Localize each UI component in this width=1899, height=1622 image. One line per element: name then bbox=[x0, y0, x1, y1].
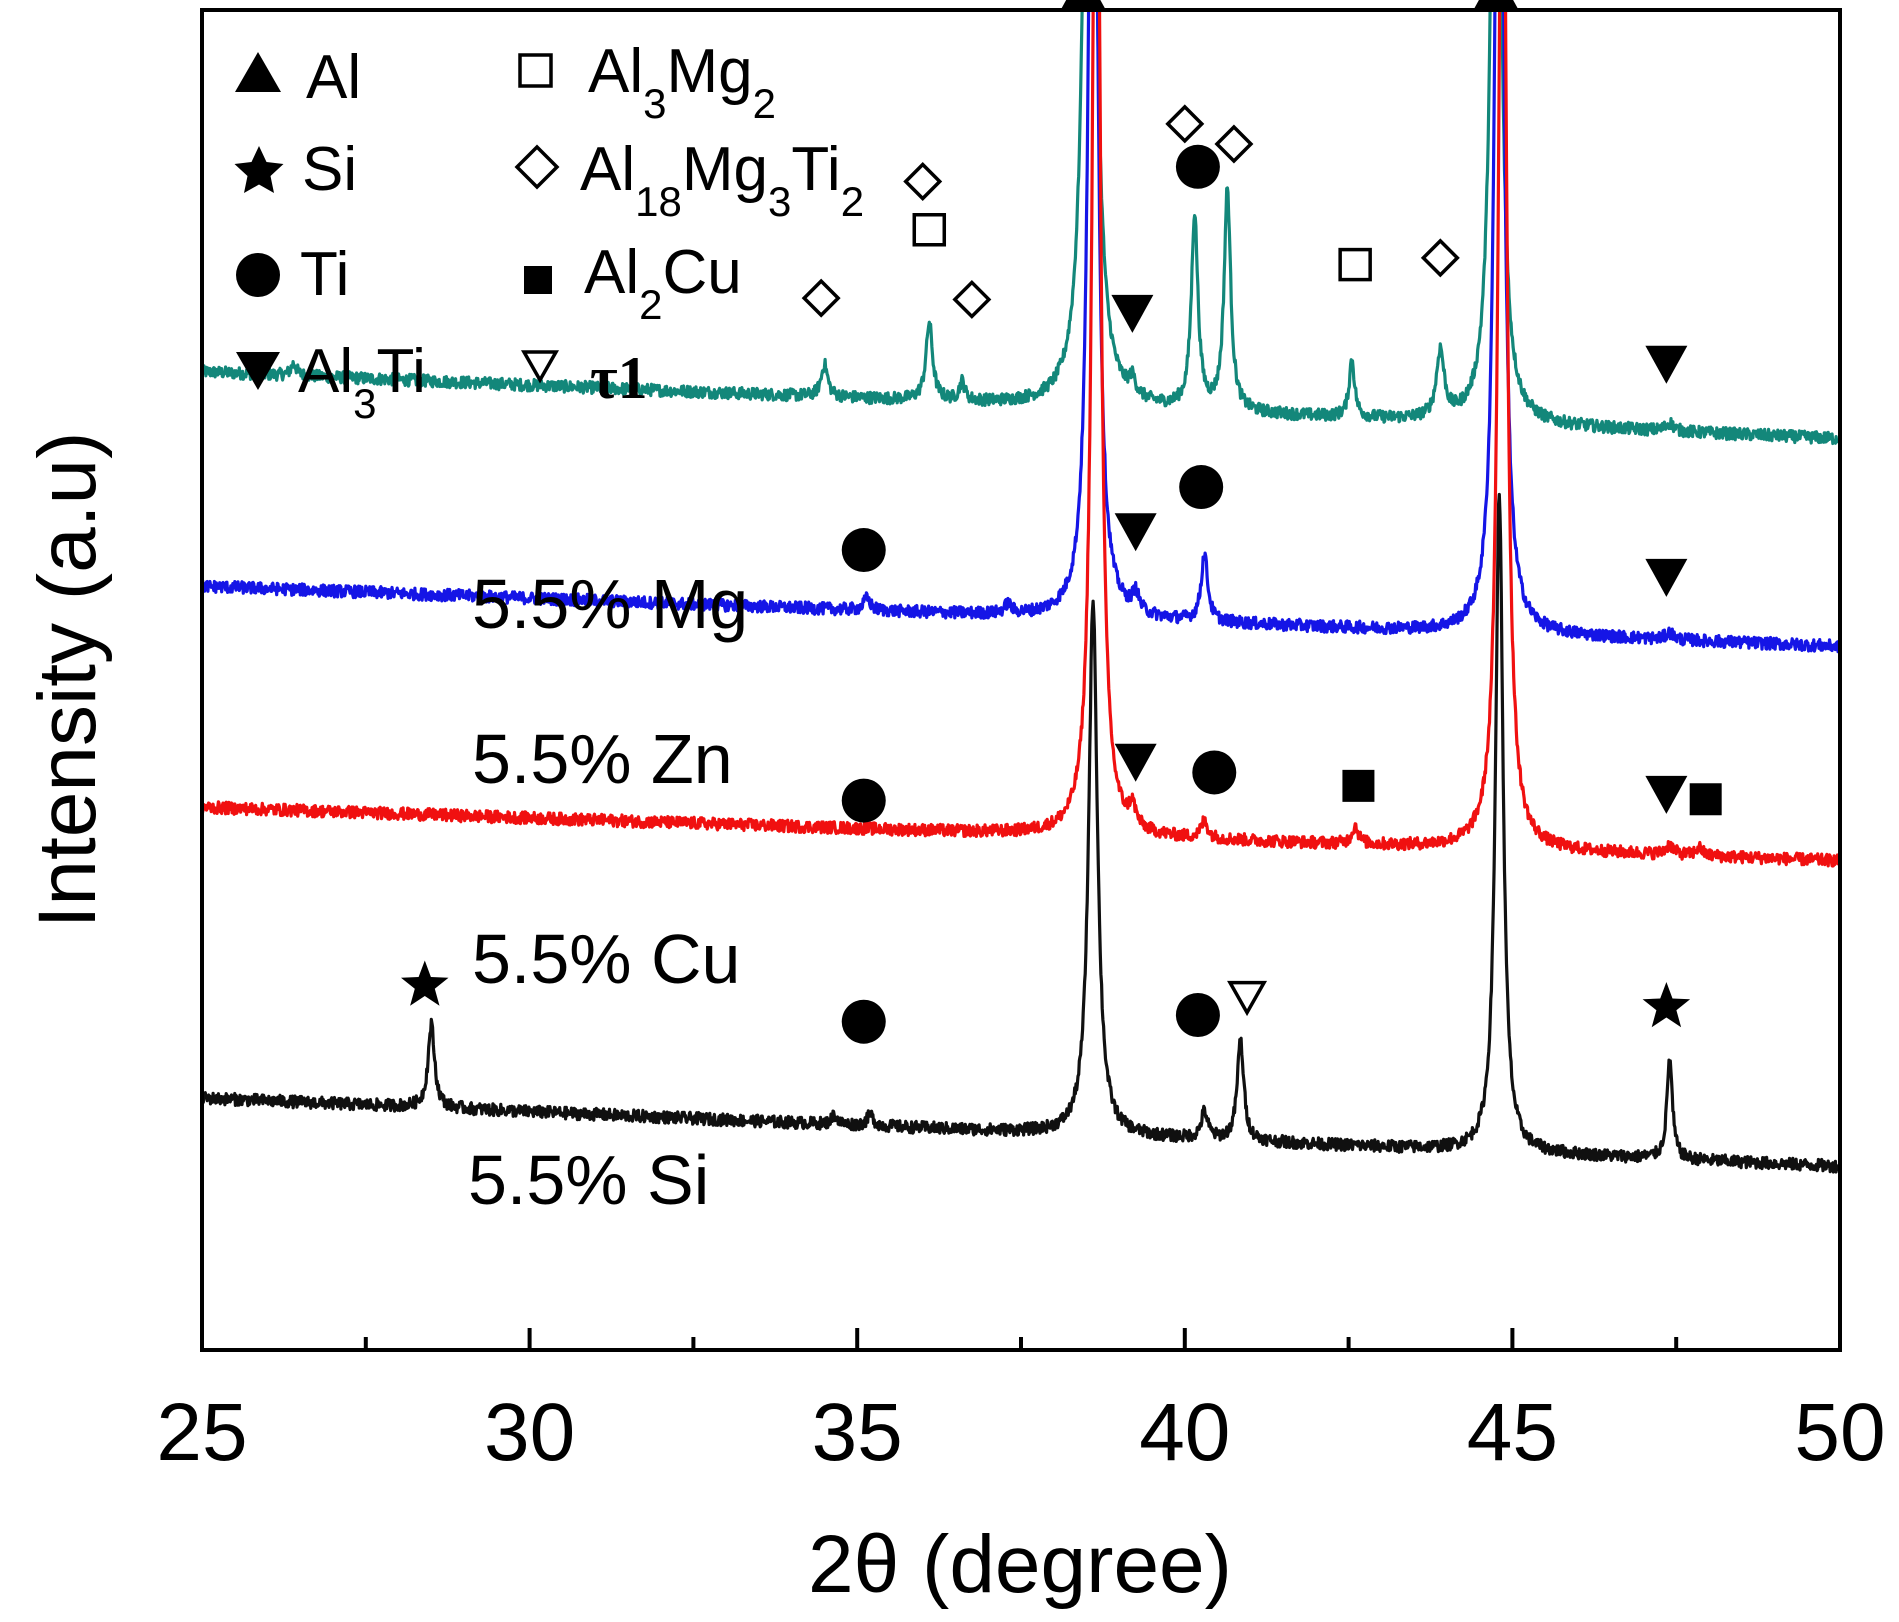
legend: Al Si Ti Al3Ti Al3Mg2 Al18Mg3Ti2 Al2Cu τ… bbox=[234, 37, 864, 427]
x-axis-label: 2θ (degree) bbox=[808, 1519, 1232, 1610]
x-tick-label-45: 45 bbox=[1467, 1387, 1558, 1478]
series-line-si bbox=[202, 492, 1840, 1174]
series-line-mg bbox=[202, 10, 1840, 446]
marker-mg-diamond-open-10 bbox=[1420, 238, 1460, 278]
series-line-zn bbox=[202, 10, 1840, 654]
marker-mg-triangle-down-filled-5 bbox=[1111, 294, 1154, 333]
marker-mg-triangle-up-filled-4 bbox=[1061, 0, 1106, 9]
legend-symbol-al18mg3ti2 bbox=[514, 144, 560, 190]
y-axis-label: Intensity (a.u) bbox=[22, 432, 113, 929]
series-curves bbox=[202, 10, 1840, 1174]
x-tick-label-40: 40 bbox=[1139, 1387, 1230, 1478]
marker-cu-triangle-down-filled-4 bbox=[1645, 775, 1688, 814]
marker-si-star-filled-4 bbox=[1642, 982, 1691, 1028]
marker-mg-square-open-1 bbox=[912, 213, 947, 247]
marker-mg-circle-filled-6 bbox=[1175, 144, 1220, 189]
series-label-cu: 5.5% Cu bbox=[472, 920, 740, 998]
marker-mg-triangle-down-filled-12 bbox=[1645, 345, 1688, 384]
marker-mg-diamond-open-8 bbox=[1214, 124, 1254, 164]
legend-symbol-al2cu bbox=[524, 266, 552, 294]
series-label-si: 5.5% Si bbox=[468, 1141, 709, 1219]
legend-symbol-si bbox=[234, 146, 284, 193]
marker-mg-triangle-up-filled-11 bbox=[1474, 0, 1519, 9]
x-tick-label-35: 35 bbox=[812, 1387, 903, 1478]
legend-symbol-al bbox=[235, 52, 281, 92]
marker-mg-diamond-open-7 bbox=[1165, 104, 1205, 144]
marker-cu-square-filled-3 bbox=[1342, 769, 1375, 802]
marker-zn-triangle-down-filled-1 bbox=[1114, 513, 1157, 552]
legend-label-tau1: τ1 bbox=[590, 345, 648, 411]
legend-label-al18mg3ti2: Al18Mg3Ti2 bbox=[580, 135, 864, 225]
legend-symbol-al3mg2 bbox=[518, 53, 553, 88]
x-tick-label-50: 50 bbox=[1794, 1387, 1885, 1478]
x-axis-tick-labels: 25 30 35 40 45 50 bbox=[156, 1387, 1885, 1478]
phase-markers bbox=[401, 0, 1722, 1044]
series-labels: 5.5% Mg 5.5% Zn 5.5% Cu 5.5% Si bbox=[468, 565, 748, 1219]
marker-si-star-filled-0 bbox=[401, 960, 449, 1006]
legend-label-al3ti: Al3Ti bbox=[298, 337, 426, 427]
legend-label-ti: Ti bbox=[300, 240, 349, 309]
x-axis-ticks bbox=[200, 1328, 1842, 1350]
series-label-mg: 5.5% Mg bbox=[472, 565, 748, 643]
series-line-cu bbox=[202, 10, 1840, 868]
legend-symbol-ti bbox=[236, 253, 280, 297]
marker-zn-triangle-down-filled-3 bbox=[1645, 558, 1688, 597]
marker-mg-diamond-open-3 bbox=[952, 279, 992, 319]
marker-si-triangle-down-open-2 bbox=[1227, 980, 1268, 1017]
x-tick-label-30: 30 bbox=[484, 1387, 575, 1478]
marker-cu-triangle-down-filled-1 bbox=[1114, 743, 1157, 782]
marker-cu-square-filled-5 bbox=[1689, 783, 1722, 816]
marker-si-circle-filled-3 bbox=[1175, 993, 1220, 1037]
legend-symbol-al3ti bbox=[236, 352, 280, 390]
marker-mg-square-open-9 bbox=[1338, 247, 1372, 282]
marker-cu-circle-filled-0 bbox=[841, 778, 886, 823]
marker-si-circle-filled-1 bbox=[841, 999, 886, 1044]
legend-symbol-tau1 bbox=[520, 350, 560, 384]
legend-label-si: Si bbox=[302, 135, 357, 204]
marker-zn-circle-filled-0 bbox=[841, 528, 886, 573]
marker-zn-circle-filled-2 bbox=[1179, 465, 1224, 510]
marker-mg-diamond-open-0 bbox=[801, 278, 841, 318]
legend-label-al: Al bbox=[306, 43, 361, 112]
legend-label-al3mg2: Al3Mg2 bbox=[588, 37, 776, 127]
x-tick-label-25: 25 bbox=[156, 1387, 247, 1478]
marker-mg-diamond-open-2 bbox=[903, 162, 943, 201]
series-label-zn: 5.5% Zn bbox=[472, 720, 733, 798]
marker-cu-circle-filled-2 bbox=[1192, 750, 1237, 795]
legend-label-al2cu: Al2Cu bbox=[584, 238, 742, 328]
